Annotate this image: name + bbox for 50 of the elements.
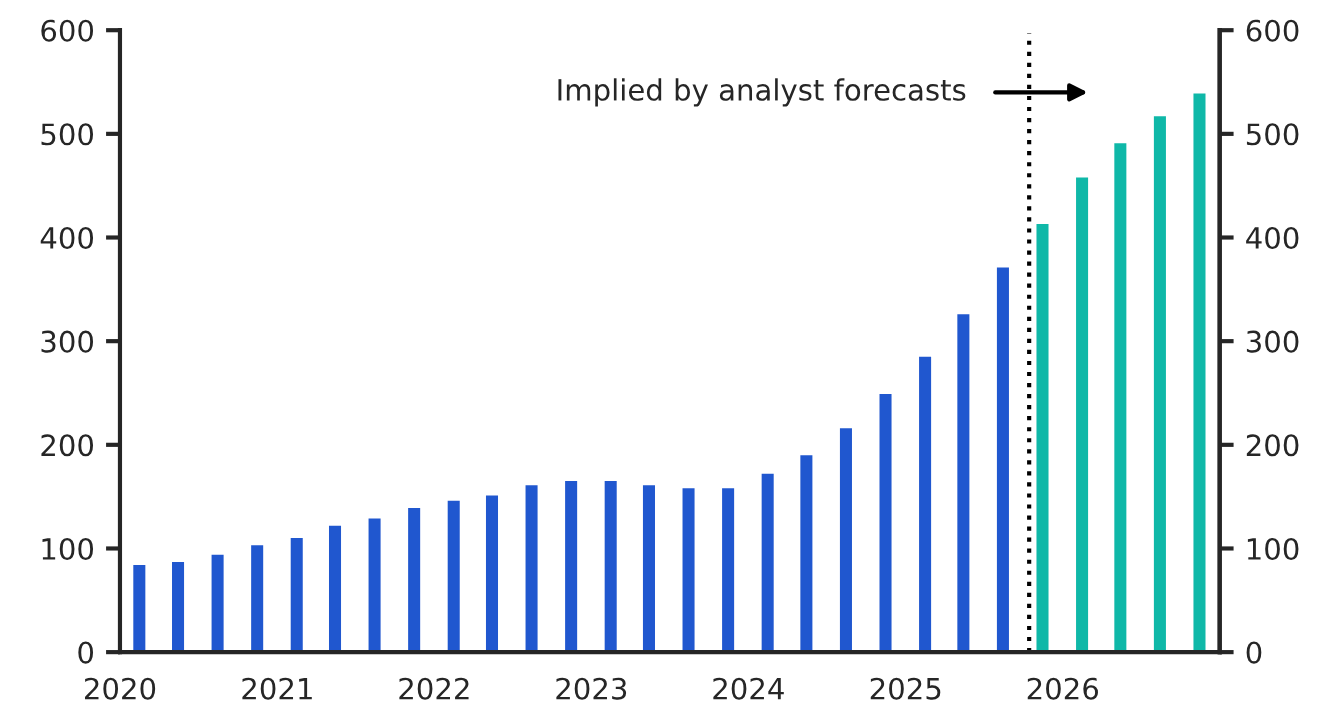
y2-tick-label: 500 [1246,123,1299,146]
x-tick-label: 2025 [870,677,941,700]
y2-tick-label: 0 [1246,641,1262,664]
bar [211,554,224,653]
bar [485,495,499,653]
y2-tick-label: 200 [1246,434,1299,457]
bar [368,518,381,653]
bar [290,538,303,653]
bar [408,508,421,653]
y-tick-label: 200 [41,434,94,457]
bar [761,473,774,653]
bar [642,485,655,653]
x-tick-label: 2026 [1027,677,1098,700]
bar [1036,224,1049,653]
x-tick-label: 2023 [556,677,627,700]
bar [1114,143,1127,653]
bar [996,267,1009,653]
bar [957,314,970,653]
bar [447,500,460,653]
bar [722,488,735,653]
y-tick-label: 500 [41,123,94,146]
x-tick-label: 2021 [242,677,312,700]
y-tick-label: 100 [42,537,94,560]
x-tick-label: 2020 [84,677,156,700]
bar [1193,93,1206,653]
bar [682,488,695,653]
bar [565,481,578,653]
bar [1153,116,1166,653]
x-tick-label: 2024 [713,677,784,700]
bar [525,485,538,653]
y-tick-label: 600 [41,19,94,42]
y-tick-label: 300 [41,330,94,353]
y2-tick-label: 300 [1246,330,1299,353]
y2-tick-label: 600 [1246,19,1299,42]
bar [879,394,892,653]
x-tick-label: 2022 [399,677,469,700]
y-tick-label: 0 [78,641,94,664]
bar [1076,177,1089,653]
bar [839,428,852,653]
y2-tick-label: 100 [1247,537,1299,560]
bar [328,525,342,653]
bar [604,481,617,653]
bar [172,561,185,653]
bar [800,455,813,653]
bar [919,356,932,653]
y-tick-label: 400 [40,226,94,250]
annotation: Implied by analyst forecasts [558,78,966,107]
y2-tick-label: 400 [1246,226,1299,250]
bar [251,545,264,653]
bar [133,565,146,653]
